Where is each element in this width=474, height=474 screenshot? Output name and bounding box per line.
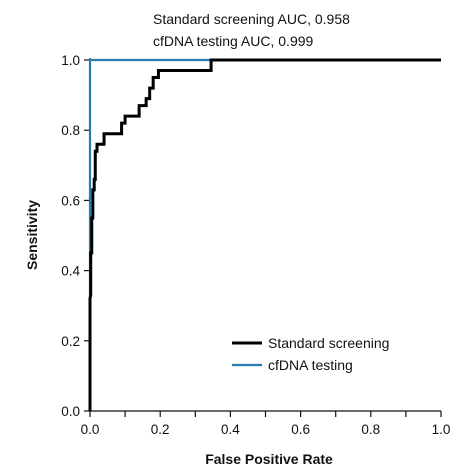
series-group [88, 58, 441, 411]
x-tick-label: 0.6 [291, 422, 310, 437]
y-axis-title: Sensitivity [24, 200, 40, 270]
y-tick-label: 0.0 [61, 404, 80, 419]
y-tick-label: 0.4 [61, 264, 80, 279]
y-tick-label: 0.8 [61, 123, 80, 138]
y-tick-label: 0.6 [61, 193, 80, 208]
series-line-cfdna-testing [88, 58, 441, 411]
x-tick-label: 1.0 [432, 422, 451, 437]
x-tick-label: 0.8 [361, 422, 380, 437]
legend-label: cfDNA testing [268, 357, 353, 373]
legend: Standard screening cfDNA testing [232, 335, 389, 373]
x-tick-label: 0.2 [151, 422, 170, 437]
y-tick-label: 1.0 [61, 53, 80, 68]
axes [89, 58, 441, 412]
ticks: 0.0 0.2 0.4 0.6 0.8 1.0 0.0 0.2 0.4 0.6 0.8 1.0 [61, 53, 450, 437]
x-tick-label: 0.4 [221, 422, 240, 437]
auc-annotation-cfdna: cfDNA testing AUC, 0.999 [153, 33, 314, 49]
series-line-standard-screening [88, 58, 441, 411]
axis-spines [89, 58, 441, 412]
x-axis-title: False Positive Rate [205, 451, 333, 467]
legend-label: Standard screening [268, 335, 389, 351]
y-tick-label: 0.2 [61, 334, 80, 349]
x-tick-label: 0.0 [81, 422, 100, 437]
auc-annotation-standard: Standard screening AUC, 0.958 [153, 11, 350, 27]
